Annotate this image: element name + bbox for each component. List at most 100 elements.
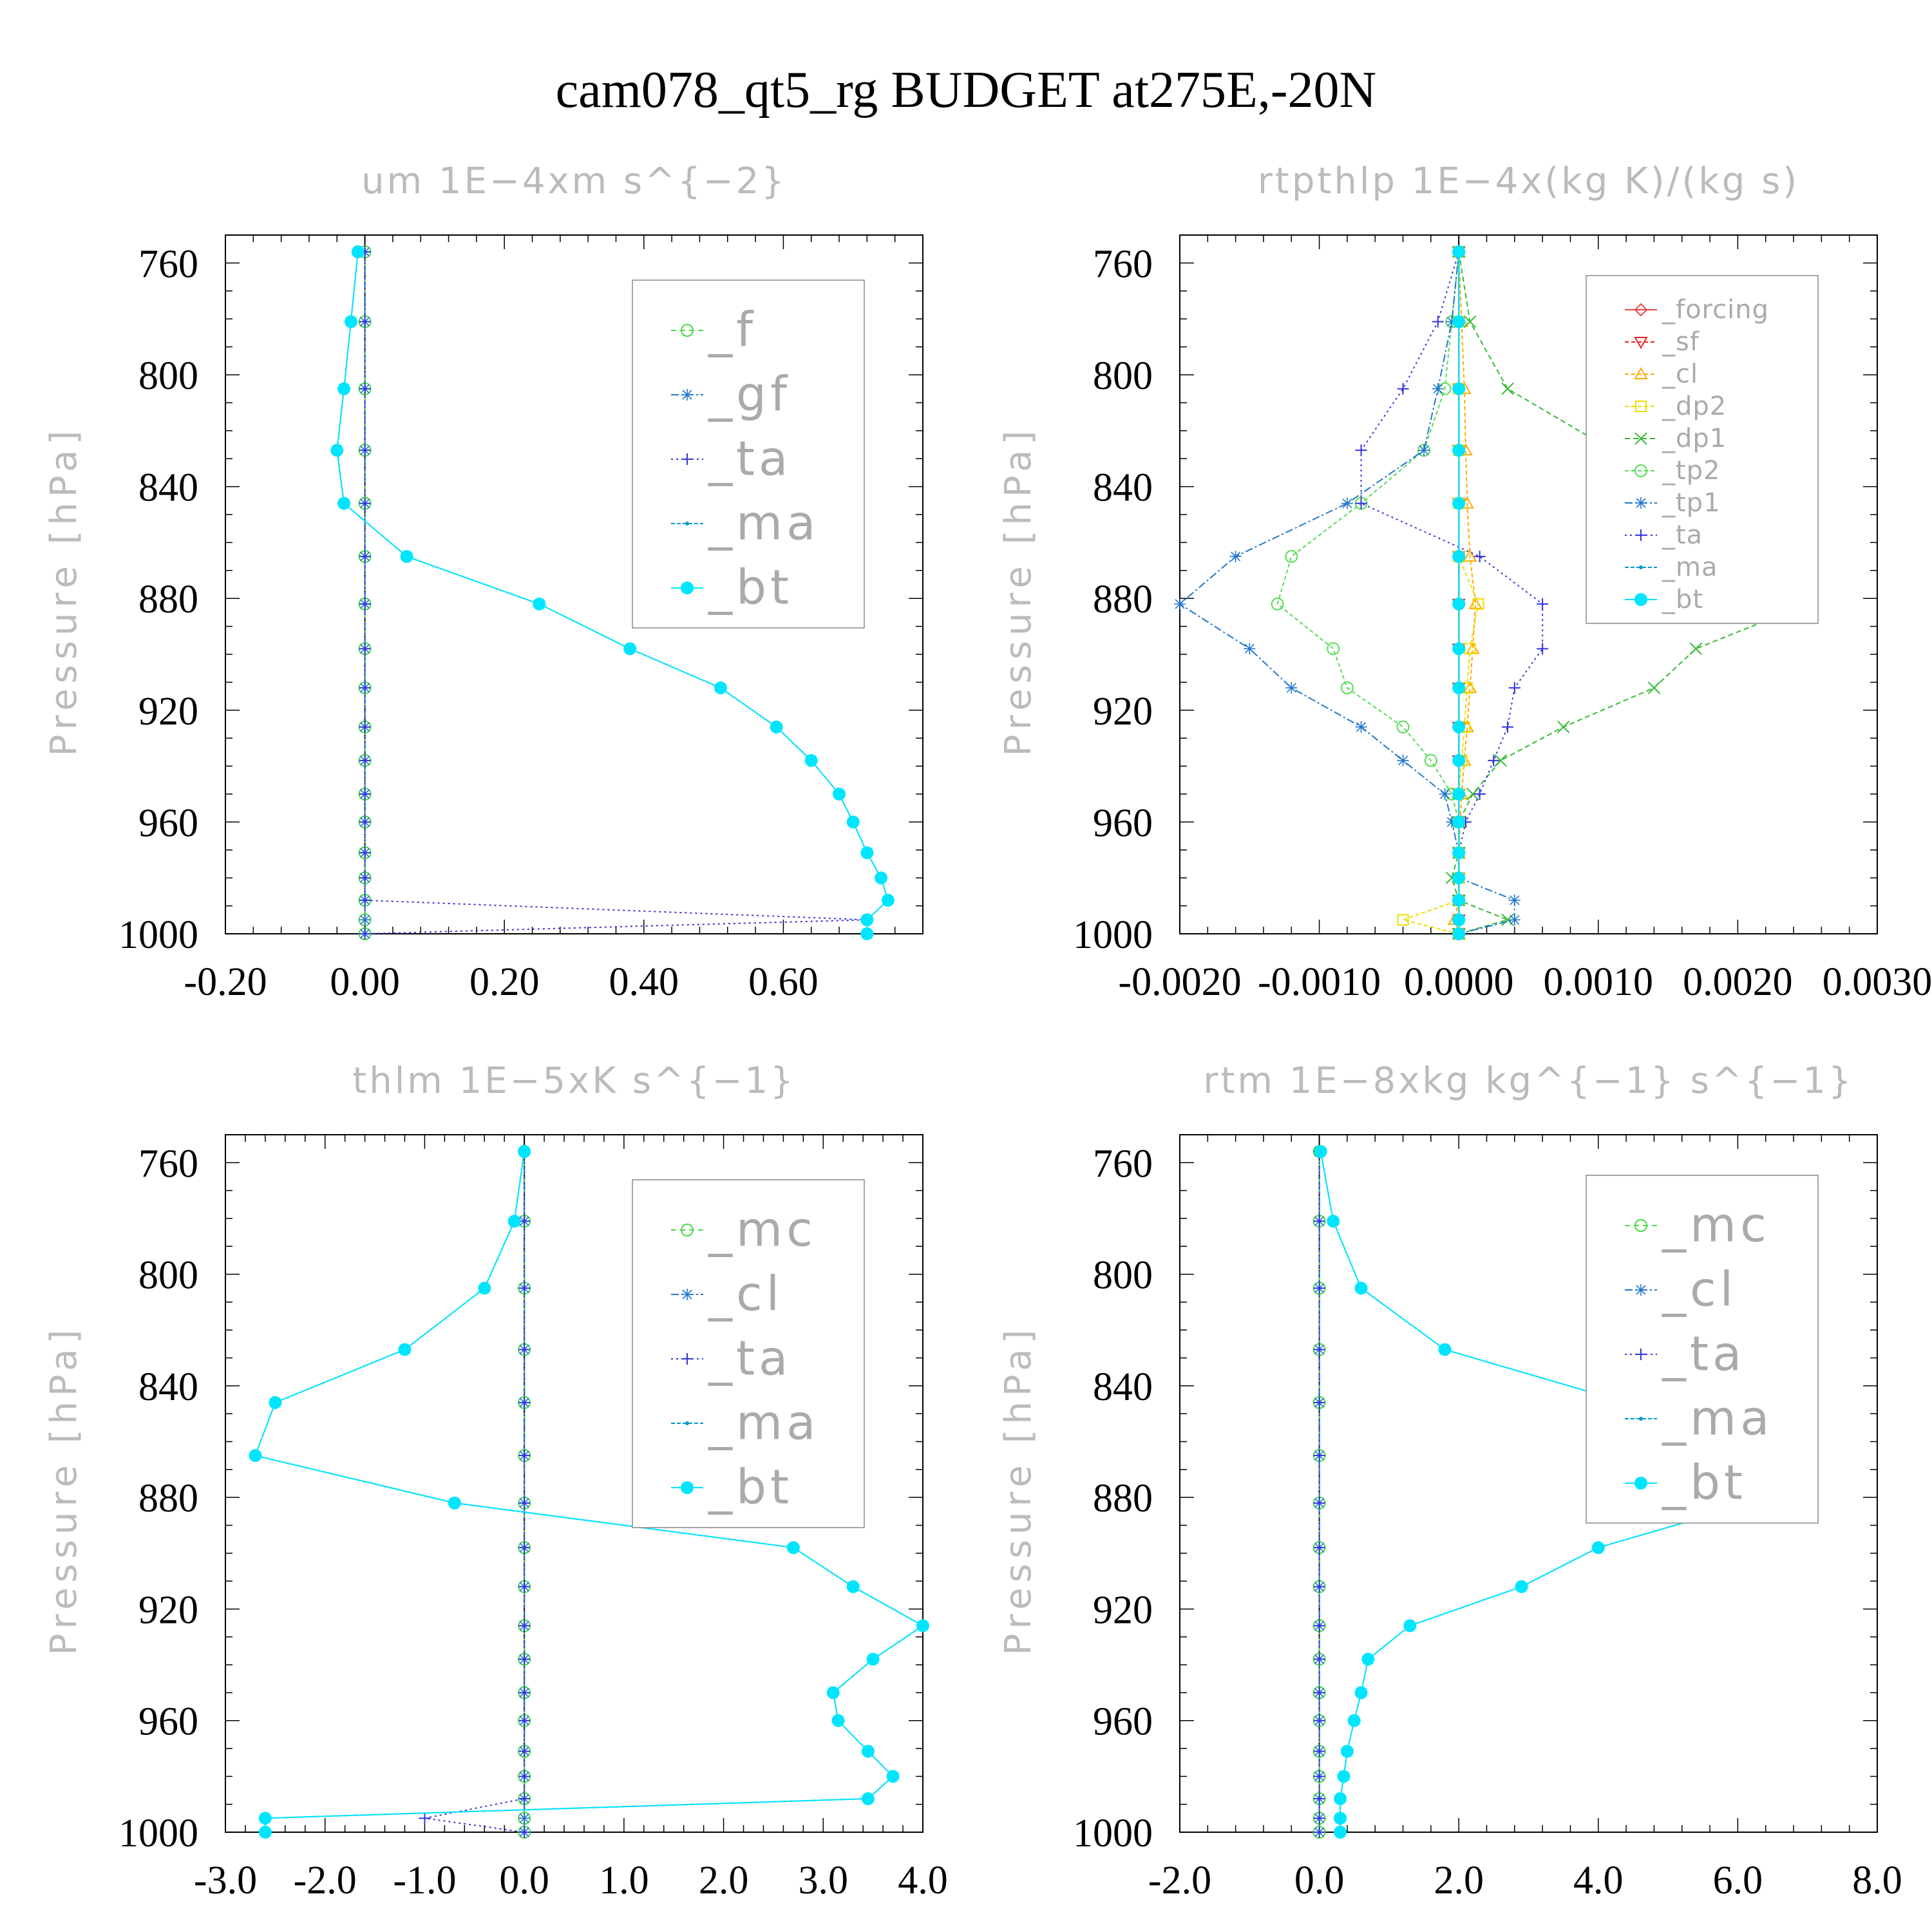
legend-label: _tp2: [1662, 456, 1721, 486]
data-point_tp2: [1424, 753, 1437, 767]
data-point_bt: [1452, 753, 1466, 767]
x-tick-label: 0.60: [748, 960, 819, 1004]
data-point_bt: [1452, 788, 1466, 800]
chart-panel-3: thlm 1E−5xK s^{−1} Pressure [hPa] 760 800 84…: [43, 1060, 948, 1902]
legend-marker: [681, 1224, 694, 1236]
data-point_ta: [518, 1793, 531, 1805]
data-point_ta: [1313, 1620, 1325, 1632]
series-line_tp2: [1276, 251, 1460, 934]
data-point_ta: [1397, 383, 1409, 395]
data-point_bt: [1354, 1282, 1368, 1295]
data-point_ta: [518, 1770, 531, 1783]
data-point_dp2: [1397, 914, 1409, 926]
data-point_bt: [1354, 1686, 1368, 1700]
y-tick-label: 800: [1093, 1254, 1153, 1298]
legend-label: _ma: [1662, 553, 1718, 582]
data-point_ta: [359, 316, 371, 328]
x-tick-label: -1.0: [393, 1859, 456, 1902]
data-point_ta: [1488, 754, 1500, 766]
data-point_bt: [831, 1714, 845, 1727]
y-tick-label: 760: [1093, 242, 1153, 286]
y-tick-label: 800: [1093, 354, 1153, 398]
data-point_bt: [1452, 681, 1466, 695]
panel-title: rtm 1E−8xkg kg^{−1} s^{−1}: [1203, 1060, 1853, 1102]
data-point_bt: [786, 1541, 800, 1555]
x-tick-label: 2.0: [699, 1859, 749, 1902]
legend-label: _cl: [1662, 1262, 1737, 1317]
data-point_ta: [359, 872, 371, 884]
plot-frame: [1179, 1134, 1878, 1833]
data-point_ta: [1313, 1653, 1325, 1665]
y-tick-label: 960: [1093, 801, 1153, 845]
legend-marker: [1635, 401, 1647, 412]
data-point_bt: [337, 497, 351, 510]
data-point_ta: [1473, 788, 1486, 800]
data-point_cl: [518, 1812, 531, 1824]
data-point_bt: [804, 753, 818, 767]
x-tick-label: 0.0000: [1404, 960, 1514, 1004]
data-point_tp1: [1432, 383, 1444, 395]
data-point_tp1: [1446, 316, 1458, 328]
legend-label: _mc: [708, 1202, 817, 1257]
data-point_bt: [1403, 1619, 1417, 1633]
x-tick-label: 0.0010: [1544, 960, 1654, 1004]
legend-marker: [1634, 337, 1648, 350]
legend-label: _ta: [708, 1331, 791, 1386]
data-point_bt: [1515, 1580, 1528, 1593]
data-point_bt: [1452, 497, 1466, 510]
x-tick-label: 0.0030: [1823, 960, 1932, 1004]
data-point_tp1: [1174, 598, 1186, 610]
y-tick-label: 960: [1093, 1700, 1153, 1744]
data-point_bt: [1452, 245, 1466, 259]
y-tick-label: 920: [1093, 1588, 1153, 1632]
data-point_dp1: [1647, 681, 1661, 694]
panel-title: um 1E−4xm s^{−2}: [361, 160, 787, 202]
data-point_bt: [826, 1686, 840, 1700]
legend-marker: [1634, 593, 1647, 606]
legend-label: _ma: [708, 495, 819, 551]
data-point_bt: [916, 1619, 929, 1633]
data-point_bt: [1337, 1770, 1350, 1783]
data-point_ta: [359, 847, 371, 859]
data-point_bt: [833, 788, 846, 800]
data-point_bt: [1452, 927, 1466, 940]
data-point_tp2: [1340, 681, 1354, 695]
legend-label: _ma: [708, 1395, 819, 1450]
legend-label: _ta: [1662, 520, 1703, 550]
data-point_bt: [1452, 893, 1466, 907]
data-point_bt: [1452, 444, 1466, 457]
y-tick-label: 760: [138, 242, 198, 286]
legend-label: _mc: [1662, 1197, 1770, 1253]
y-tick-label: 920: [138, 690, 198, 734]
series-line_cl: [1454, 251, 1477, 934]
x-tick-label: 8.0: [1852, 1859, 1902, 1902]
legend-label: _tp1: [1662, 488, 1721, 518]
data-point_dp1: [1463, 315, 1477, 328]
data-point_tp1: [1285, 682, 1298, 694]
data-point_bt: [1347, 1714, 1361, 1727]
legend-marker: [1635, 529, 1647, 541]
legend-marker: [681, 582, 694, 594]
y-tick-label: 920: [1093, 690, 1153, 734]
legend-marker: [1635, 497, 1647, 509]
x-tick-label: 4.0: [898, 1859, 948, 1902]
data-point_bt: [337, 382, 351, 395]
data-point_ta: [1313, 1826, 1325, 1838]
legend-label: _f: [708, 302, 757, 357]
data-point_ta: [518, 1714, 531, 1727]
data-point_bt: [714, 681, 727, 695]
legend-label: _ta: [708, 431, 791, 486]
data-point_bt: [861, 1792, 875, 1806]
legend-marker: [1639, 565, 1643, 569]
y-tick-label: 840: [138, 466, 198, 510]
legend-marker: [681, 453, 693, 465]
data-point_ta: [518, 1343, 531, 1356]
x-tick-label: -2.0: [294, 1859, 357, 1902]
data-point_bt: [881, 893, 895, 907]
data-point_bt: [1452, 846, 1466, 860]
data-point_bt: [351, 245, 365, 259]
data-point_cl: [1463, 549, 1477, 562]
y-tick-label: 760: [138, 1142, 198, 1186]
data-point_ta: [518, 1580, 531, 1593]
data-point_dp1: [1466, 788, 1479, 800]
